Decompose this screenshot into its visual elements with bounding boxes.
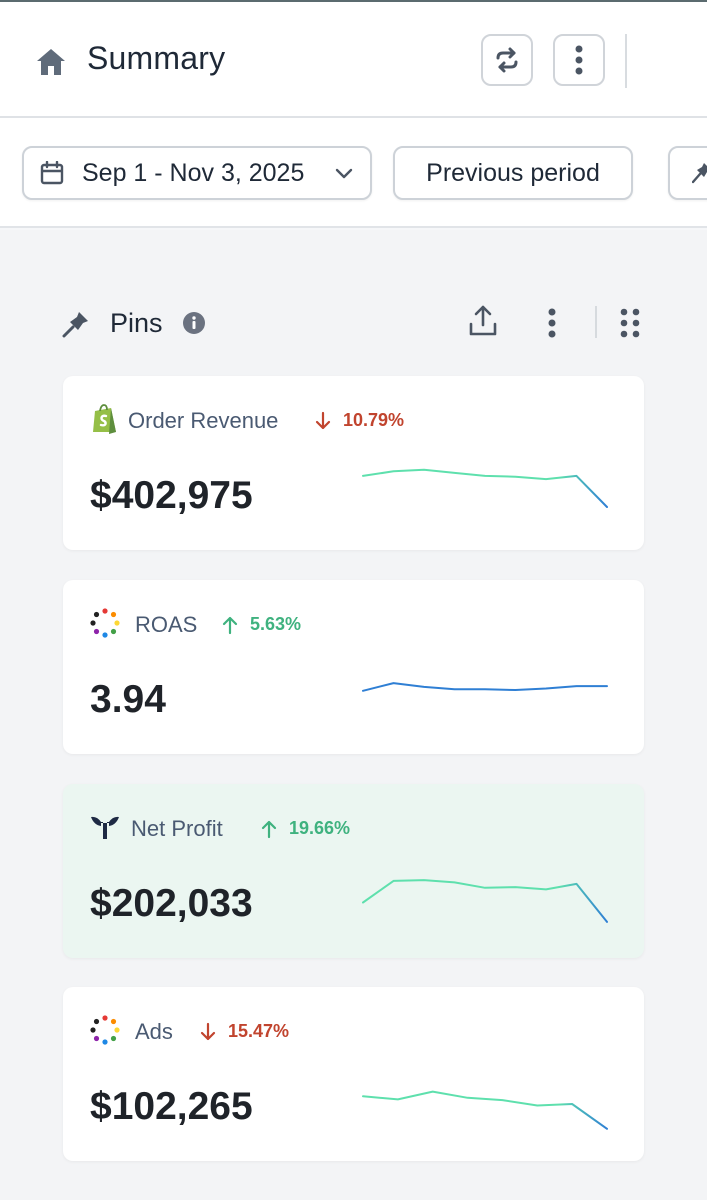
sparkline-order-revenue xyxy=(362,468,608,508)
content-area: Pins Order Revenue xyxy=(0,230,707,1200)
metric-label: Ads xyxy=(135,1019,173,1044)
filter-bar: Sep 1 - Nov 3, 2025 Previous period xyxy=(0,118,707,228)
sparkline-series xyxy=(362,1090,608,1130)
sparkline-net-profit xyxy=(362,879,608,923)
metric-value: $202,033 xyxy=(90,882,253,925)
triple-whale-icon xyxy=(91,816,119,839)
trend-value: 10.79% xyxy=(343,410,405,430)
trend-value: 15.47% xyxy=(228,1021,290,1041)
header-divider xyxy=(625,34,627,88)
compare-period-button[interactable]: Previous period xyxy=(393,146,633,200)
trend-value: 5.63% xyxy=(250,614,302,634)
multicolor-dots-icon xyxy=(90,1015,120,1045)
pins-section-header: Pins xyxy=(62,305,642,340)
sparkline-series xyxy=(362,468,608,508)
metric-value: 3.94 xyxy=(90,678,166,721)
metric-card-ads[interactable]: Ads 15.47% $102,265 xyxy=(63,987,644,1161)
date-range-picker[interactable]: Sep 1 - Nov 3, 2025 xyxy=(22,146,372,200)
sparkline-ads xyxy=(362,1090,608,1130)
calendar-icon xyxy=(40,161,64,185)
arrow-down-icon xyxy=(200,1022,216,1040)
page-header: Summary xyxy=(0,2,707,118)
window-top-border xyxy=(0,0,707,2)
arrow-down-icon xyxy=(315,411,331,429)
trend-indicator: 5.63% xyxy=(220,614,301,635)
home-icon[interactable] xyxy=(34,46,68,78)
trend-indicator: 19.66% xyxy=(259,818,350,839)
page-title: Summary xyxy=(87,40,226,76)
metric-card-roas[interactable]: ROAS 5.63% 3.94 xyxy=(63,580,644,754)
metric-label: ROAS xyxy=(135,612,198,637)
more-options-button[interactable] xyxy=(553,34,605,86)
refresh-button[interactable] xyxy=(481,34,533,86)
multicolor-dots-icon xyxy=(90,608,120,638)
trend-indicator: 10.79% xyxy=(313,410,404,431)
pin-icon xyxy=(692,163,707,184)
more-vertical-icon xyxy=(575,45,583,75)
chevron-down-icon xyxy=(335,168,353,179)
date-range-label: Sep 1 - Nov 3, 2025 xyxy=(82,158,305,187)
pin-filter-button[interactable] xyxy=(668,146,707,200)
arrow-up-icon xyxy=(261,820,277,838)
trend-indicator: 15.47% xyxy=(198,1021,289,1042)
metric-value: $402,975 xyxy=(90,474,253,517)
sparkline-roas xyxy=(362,682,608,692)
sparkline-series xyxy=(362,682,608,692)
metric-label: Order Revenue xyxy=(128,408,279,433)
sparkline-series xyxy=(362,879,608,923)
info-icon[interactable] xyxy=(182,311,206,335)
metric-card-net-profit[interactable]: Net Profit 19.66% $202,033 xyxy=(63,784,644,958)
share-icon[interactable] xyxy=(467,304,499,338)
arrow-up-icon xyxy=(222,616,238,634)
more-vertical-icon[interactable] xyxy=(542,306,562,340)
trend-value: 19.66% xyxy=(289,818,351,838)
metric-value: $102,265 xyxy=(90,1085,253,1128)
refresh-icon xyxy=(496,47,518,73)
compare-period-label: Previous period xyxy=(426,158,600,187)
pins-divider xyxy=(595,306,597,338)
metric-label: Net Profit xyxy=(131,816,223,841)
shopify-icon xyxy=(93,404,116,434)
metric-card-order-revenue[interactable]: Order Revenue 10.79% $402,975 xyxy=(63,376,644,550)
pins-title: Pins xyxy=(110,308,163,338)
drag-handle-icon[interactable] xyxy=(618,306,642,340)
pin-icon xyxy=(62,312,88,338)
